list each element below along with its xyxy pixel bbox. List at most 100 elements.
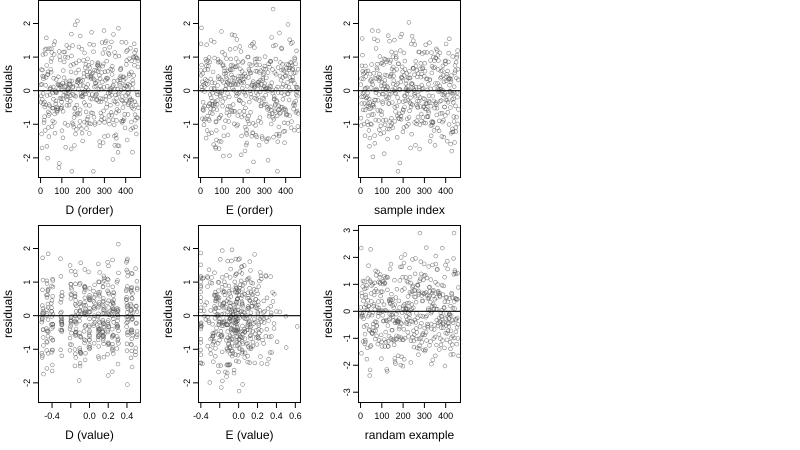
data-point xyxy=(92,282,97,288)
data-point xyxy=(414,118,419,124)
data-point xyxy=(253,297,258,302)
data-point xyxy=(116,26,121,31)
data-point xyxy=(424,50,430,55)
data-point xyxy=(40,67,45,73)
data-point xyxy=(383,339,389,345)
data-point xyxy=(125,273,130,279)
data-point xyxy=(452,140,457,145)
data-point xyxy=(423,347,428,352)
data-point xyxy=(281,68,287,73)
data-point xyxy=(68,292,74,297)
data-point xyxy=(237,285,242,291)
data-point xyxy=(216,297,221,302)
data-point xyxy=(87,346,92,352)
data-point xyxy=(212,87,217,92)
data-point xyxy=(124,62,129,67)
data-point xyxy=(69,169,75,174)
data-point xyxy=(93,83,99,89)
data-point xyxy=(96,305,101,310)
data-point xyxy=(259,276,264,282)
data-point xyxy=(239,264,244,270)
data-point xyxy=(443,58,448,63)
data-point xyxy=(392,119,397,124)
data-point xyxy=(232,308,238,313)
data-point xyxy=(413,271,418,276)
data-point xyxy=(122,100,127,106)
data-point xyxy=(252,56,258,62)
data-point xyxy=(413,256,418,261)
data-point xyxy=(246,306,251,311)
data-point xyxy=(390,328,395,333)
data-point xyxy=(396,61,401,66)
data-point xyxy=(134,279,140,284)
x-tick-label: -0.4 xyxy=(44,411,60,421)
data-point xyxy=(105,277,111,282)
data-point xyxy=(89,71,95,77)
data-point xyxy=(199,25,204,30)
data-point xyxy=(290,66,296,72)
data-point xyxy=(369,313,375,318)
data-point xyxy=(58,327,63,333)
data-point xyxy=(208,106,213,111)
data-point xyxy=(359,63,365,69)
data-point xyxy=(390,54,396,59)
data-point xyxy=(431,306,437,311)
data-point xyxy=(216,76,221,82)
data-point xyxy=(423,42,428,47)
data-point xyxy=(45,156,50,161)
data-point xyxy=(245,84,250,89)
data-point xyxy=(250,329,255,334)
data-point xyxy=(55,106,61,111)
data-point xyxy=(96,99,101,104)
data-point xyxy=(87,306,92,311)
data-point xyxy=(401,50,407,56)
data-point xyxy=(233,314,238,319)
y-tick-label: 3 xyxy=(342,228,352,233)
data-point xyxy=(248,310,254,315)
data-point xyxy=(409,33,415,39)
data-point xyxy=(239,301,245,306)
data-point xyxy=(282,140,287,145)
data-point xyxy=(68,69,74,75)
data-point xyxy=(57,57,63,63)
data-point xyxy=(422,261,427,267)
data-point xyxy=(89,76,94,81)
data-point xyxy=(214,128,219,133)
data-point xyxy=(426,108,431,113)
data-point xyxy=(396,298,402,304)
data-point xyxy=(115,361,121,367)
data-point xyxy=(375,61,380,67)
data-point xyxy=(123,40,129,45)
data-point xyxy=(224,273,229,278)
data-point xyxy=(359,245,364,251)
data-point xyxy=(234,297,240,302)
data-point xyxy=(295,111,301,116)
data-point xyxy=(451,256,456,261)
data-point xyxy=(135,58,141,63)
data-point xyxy=(203,57,208,62)
data-point xyxy=(400,129,406,135)
data-point xyxy=(409,81,414,86)
data-point xyxy=(397,278,403,283)
data-point xyxy=(394,54,399,60)
x-tick-label: 0.0 xyxy=(83,411,96,421)
data-point xyxy=(261,71,267,76)
data-point xyxy=(198,274,204,279)
y-tick-label: 0 xyxy=(22,313,32,318)
data-point xyxy=(438,111,443,116)
data-point xyxy=(252,45,257,50)
data-point xyxy=(225,258,230,264)
data-point xyxy=(360,312,365,317)
data-point xyxy=(222,95,228,101)
data-point xyxy=(440,292,446,297)
data-point xyxy=(56,74,61,80)
data-point xyxy=(415,315,420,320)
data-point xyxy=(258,270,263,275)
data-point xyxy=(100,298,106,304)
x-tick-label: 400 xyxy=(118,186,133,196)
data-point xyxy=(384,367,389,372)
data-point xyxy=(235,63,240,69)
data-point xyxy=(277,30,282,36)
data-point xyxy=(41,76,46,81)
data-point xyxy=(213,146,218,151)
